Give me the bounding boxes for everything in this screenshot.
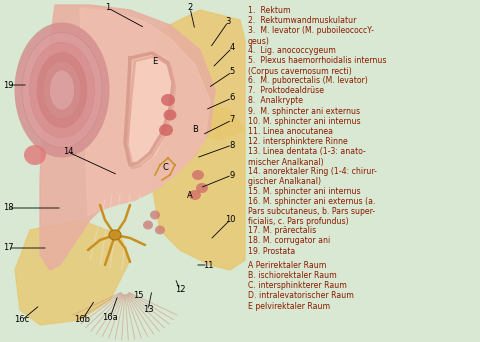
Polygon shape — [130, 55, 175, 165]
Text: 17: 17 — [3, 244, 13, 252]
Polygon shape — [150, 100, 245, 270]
Polygon shape — [80, 8, 210, 215]
Text: (Corpus cavernosum recti): (Corpus cavernosum recti) — [248, 66, 352, 76]
Ellipse shape — [192, 170, 204, 180]
Polygon shape — [15, 220, 130, 325]
Text: 15: 15 — [133, 290, 143, 300]
Text: ficialis, c. Pars profundus): ficialis, c. Pars profundus) — [248, 217, 348, 226]
Ellipse shape — [109, 230, 121, 240]
Text: 3: 3 — [225, 17, 231, 26]
Ellipse shape — [143, 221, 153, 229]
Ellipse shape — [189, 190, 201, 200]
Text: B. ischiorektaler Raum: B. ischiorektaler Raum — [248, 271, 337, 280]
Text: 14: 14 — [63, 147, 73, 157]
Text: 6: 6 — [229, 93, 235, 103]
Text: 10: 10 — [225, 215, 235, 224]
Text: A Perirektaler Raum: A Perirektaler Raum — [248, 261, 326, 270]
Ellipse shape — [150, 210, 160, 220]
Text: 16b: 16b — [74, 316, 90, 325]
Text: 1: 1 — [106, 3, 110, 13]
Text: C: C — [162, 163, 168, 172]
Text: 11. Linea anocutanea: 11. Linea anocutanea — [248, 127, 333, 136]
Text: mischer Analkanal): mischer Analkanal) — [248, 158, 324, 167]
Text: Pars subcutaneus, b. Pars super-: Pars subcutaneus, b. Pars super- — [248, 207, 375, 216]
Ellipse shape — [22, 32, 102, 147]
Text: 8: 8 — [229, 141, 235, 149]
Text: 3.  M. levator (M. puboileococcY-: 3. M. levator (M. puboileococcY- — [248, 26, 374, 36]
Ellipse shape — [37, 53, 87, 128]
Text: 18. M. corrugator ani: 18. M. corrugator ani — [248, 236, 330, 246]
Text: 16c: 16c — [14, 316, 30, 325]
Text: 6.  M. puborectalis (M. levator): 6. M. puborectalis (M. levator) — [248, 76, 368, 85]
Text: 1.  Rektum: 1. Rektum — [248, 6, 290, 15]
Ellipse shape — [196, 183, 208, 193]
Text: 13: 13 — [143, 305, 153, 315]
Ellipse shape — [161, 94, 175, 106]
Text: 16a: 16a — [102, 314, 118, 323]
Text: 5: 5 — [229, 67, 235, 77]
Ellipse shape — [43, 61, 81, 119]
Text: C. intersphinkterer Raum: C. intersphinkterer Raum — [248, 281, 347, 290]
Ellipse shape — [49, 70, 74, 110]
Text: 8.  Analkrypte: 8. Analkrypte — [248, 96, 303, 105]
Text: E pelvirektaler Raum: E pelvirektaler Raum — [248, 302, 330, 311]
Ellipse shape — [24, 145, 46, 165]
Text: 12. intersphinktere Rinne: 12. intersphinktere Rinne — [248, 137, 348, 146]
Text: D. intralevatorischer Raum: D. intralevatorischer Raum — [248, 291, 354, 300]
Text: 11: 11 — [203, 261, 213, 269]
Text: gischer Analkanal): gischer Analkanal) — [248, 177, 321, 186]
Text: 9.  M. sphincter ani externus: 9. M. sphincter ani externus — [248, 107, 360, 116]
Text: 15. M. sphincter ani internus: 15. M. sphincter ani internus — [248, 187, 360, 196]
Polygon shape — [145, 10, 245, 140]
Text: A: A — [187, 190, 193, 199]
Ellipse shape — [164, 109, 177, 120]
Text: 2: 2 — [187, 3, 192, 13]
Text: 19. Prostata: 19. Prostata — [248, 247, 295, 255]
Text: 4.  Lig. anococcygeum: 4. Lig. anococcygeum — [248, 46, 336, 55]
Text: 9: 9 — [229, 171, 235, 180]
Text: 12: 12 — [175, 286, 185, 294]
Ellipse shape — [29, 42, 95, 137]
Text: 14. anorektaler Ring (1-4: chirur-: 14. anorektaler Ring (1-4: chirur- — [248, 167, 377, 176]
Text: 13. Linea dentata (1-3: anato-: 13. Linea dentata (1-3: anato- — [248, 147, 366, 156]
Polygon shape — [40, 5, 215, 270]
Text: 17. M. prärectalis: 17. M. prärectalis — [248, 226, 316, 235]
Text: 18: 18 — [3, 203, 13, 212]
Ellipse shape — [155, 225, 165, 235]
Text: 16. M. sphincter ani externus (a.: 16. M. sphincter ani externus (a. — [248, 197, 375, 206]
Text: E: E — [152, 57, 157, 66]
FancyBboxPatch shape — [0, 0, 245, 342]
Text: B: B — [192, 126, 198, 134]
Text: 7.  Proktodealdrüse: 7. Proktodealdrüse — [248, 86, 324, 95]
Ellipse shape — [159, 124, 173, 136]
Text: 10. M. sphincter ani internus: 10. M. sphincter ani internus — [248, 117, 360, 126]
Text: 5.  Plexus haemorrhoidalis internus: 5. Plexus haemorrhoidalis internus — [248, 56, 386, 65]
Ellipse shape — [14, 23, 109, 158]
Text: 7: 7 — [229, 116, 235, 124]
Text: geus): geus) — [248, 37, 270, 45]
Text: 19: 19 — [3, 80, 13, 90]
Text: 4: 4 — [229, 43, 235, 53]
Text: 2.  Rektumwandmuskulatur: 2. Rektumwandmuskulatur — [248, 16, 356, 25]
